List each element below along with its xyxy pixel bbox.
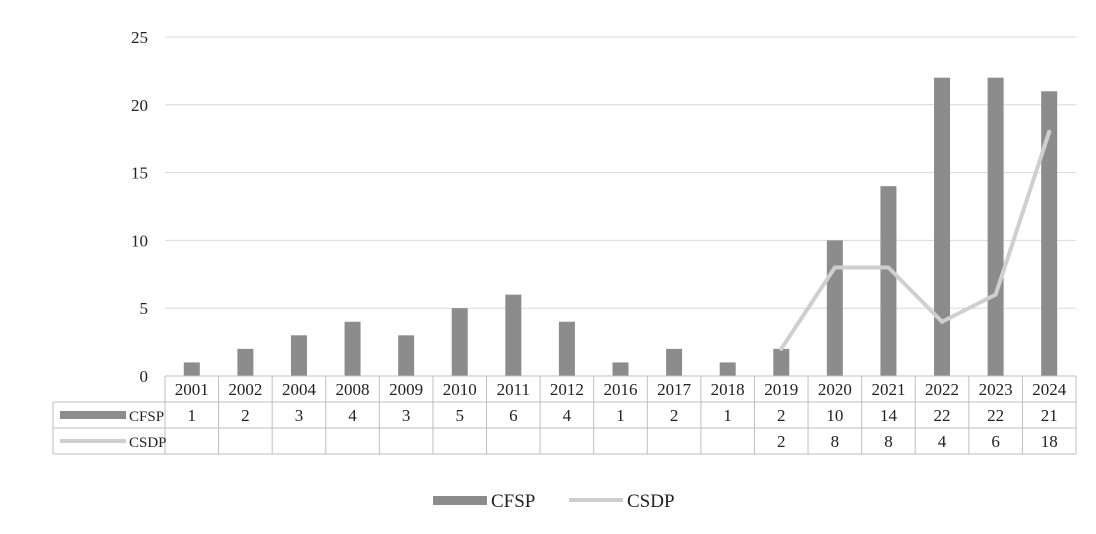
table-cell-cfsp: 21 xyxy=(1041,406,1058,425)
table-cell-cfsp: 1 xyxy=(723,406,732,425)
x-category-label: 2018 xyxy=(711,380,745,399)
table-cell-cfsp: 1 xyxy=(188,406,197,425)
table-cell-cfsp: 3 xyxy=(402,406,411,425)
csdp-line-layer xyxy=(779,129,1052,351)
bar-cfsp xyxy=(398,335,415,376)
x-category-label: 2008 xyxy=(336,380,370,399)
legend-label-csdp: CSDP xyxy=(627,491,675,512)
bar-cfsp xyxy=(1041,91,1058,377)
x-category-label: 2019 xyxy=(764,380,798,399)
table-cell-cfsp: 14 xyxy=(880,406,898,425)
legend-swatch-cfsp xyxy=(433,496,487,505)
bar-cfsp xyxy=(344,321,361,376)
table-row-label-cfsp: CFSP xyxy=(129,409,164,425)
x-category-label: 2020 xyxy=(818,380,852,399)
csdp-point xyxy=(886,265,891,270)
table-cell-csdp: 8 xyxy=(831,432,840,451)
table-cell-cfsp: 5 xyxy=(455,406,464,425)
table-cell-cfsp: 4 xyxy=(563,406,572,425)
table-cell-cfsp: 3 xyxy=(295,406,304,425)
y-tick-label: 25 xyxy=(131,28,148,47)
x-category-label: 2002 xyxy=(228,380,262,399)
table-cell-csdp: 6 xyxy=(991,432,1000,451)
y-tick-label: 20 xyxy=(131,96,148,115)
x-category-label: 2001 xyxy=(175,380,209,399)
bar-cfsp xyxy=(773,348,790,376)
y-tick-label: 10 xyxy=(131,231,148,250)
bar-cfsp xyxy=(558,321,575,376)
bar-cfsp xyxy=(451,308,468,376)
legend-label-cfsp: CFSP xyxy=(491,491,535,512)
table-cell-csdp: 4 xyxy=(938,432,947,451)
x-category-label: 2022 xyxy=(925,380,959,399)
table-cell-cfsp: 2 xyxy=(777,406,786,425)
csdp-point xyxy=(779,346,784,351)
table-cell-cfsp: 6 xyxy=(509,406,518,425)
table-cell-cfsp: 22 xyxy=(934,406,951,425)
data-table: 2001 2002 2004 2008 2009 2010 2011 2012 2016 2017… xyxy=(52,375,1077,455)
csdp-point xyxy=(1047,129,1052,134)
y-tick-label: 0 xyxy=(140,367,149,386)
cfsp-bars xyxy=(183,77,1058,377)
x-category-label: 2016 xyxy=(604,380,638,399)
csdp-point xyxy=(993,292,998,297)
legend: CFSP CSDP xyxy=(433,491,675,512)
bar-cfsp xyxy=(987,77,1004,377)
table-cell-csdp: 18 xyxy=(1041,432,1058,451)
x-category-label: 2012 xyxy=(550,380,584,399)
bar-cfsp xyxy=(612,362,629,376)
y-axis-ticks: 0 5 10 15 20 25 xyxy=(131,28,148,386)
bar-cfsp xyxy=(183,362,200,376)
csdp-point xyxy=(940,319,945,324)
table-cell-cfsp: 2 xyxy=(670,406,679,425)
x-category-label: 2023 xyxy=(979,380,1013,399)
x-category-label: 2004 xyxy=(282,380,317,399)
bar-cfsp xyxy=(505,294,522,376)
bar-cfsp xyxy=(666,348,683,376)
x-category-label: 2024 xyxy=(1032,380,1067,399)
x-category-label: 2017 xyxy=(657,380,692,399)
gridlines xyxy=(165,36,1076,309)
x-category-label: 2010 xyxy=(443,380,477,399)
table-key-cfsp xyxy=(60,411,126,419)
bar-cfsp xyxy=(290,335,307,376)
table-cell-cfsp: 10 xyxy=(826,406,843,425)
table-cell-csdp: 2 xyxy=(777,432,786,451)
csdp-point xyxy=(832,265,837,270)
y-tick-label: 15 xyxy=(131,164,148,183)
bar-cfsp xyxy=(719,362,736,376)
table-row-label-csdp: CSDP xyxy=(129,435,167,451)
bar-cfsp xyxy=(934,77,951,377)
table-cell-cfsp: 1 xyxy=(616,406,625,425)
table-cell-cfsp: 22 xyxy=(987,406,1004,425)
bar-cfsp xyxy=(880,186,897,376)
table-cell-cfsp: 2 xyxy=(241,406,250,425)
x-category-label: 2009 xyxy=(389,380,423,399)
bar-cfsp xyxy=(237,348,254,376)
y-tick-label: 5 xyxy=(140,299,149,318)
table-cell-csdp: 8 xyxy=(884,432,893,451)
x-category-label: 2021 xyxy=(871,380,905,399)
table-cell-cfsp: 4 xyxy=(348,406,357,425)
bar-cfsp xyxy=(826,240,843,376)
csdp-line xyxy=(779,129,1052,351)
x-category-label: 2011 xyxy=(497,380,530,399)
